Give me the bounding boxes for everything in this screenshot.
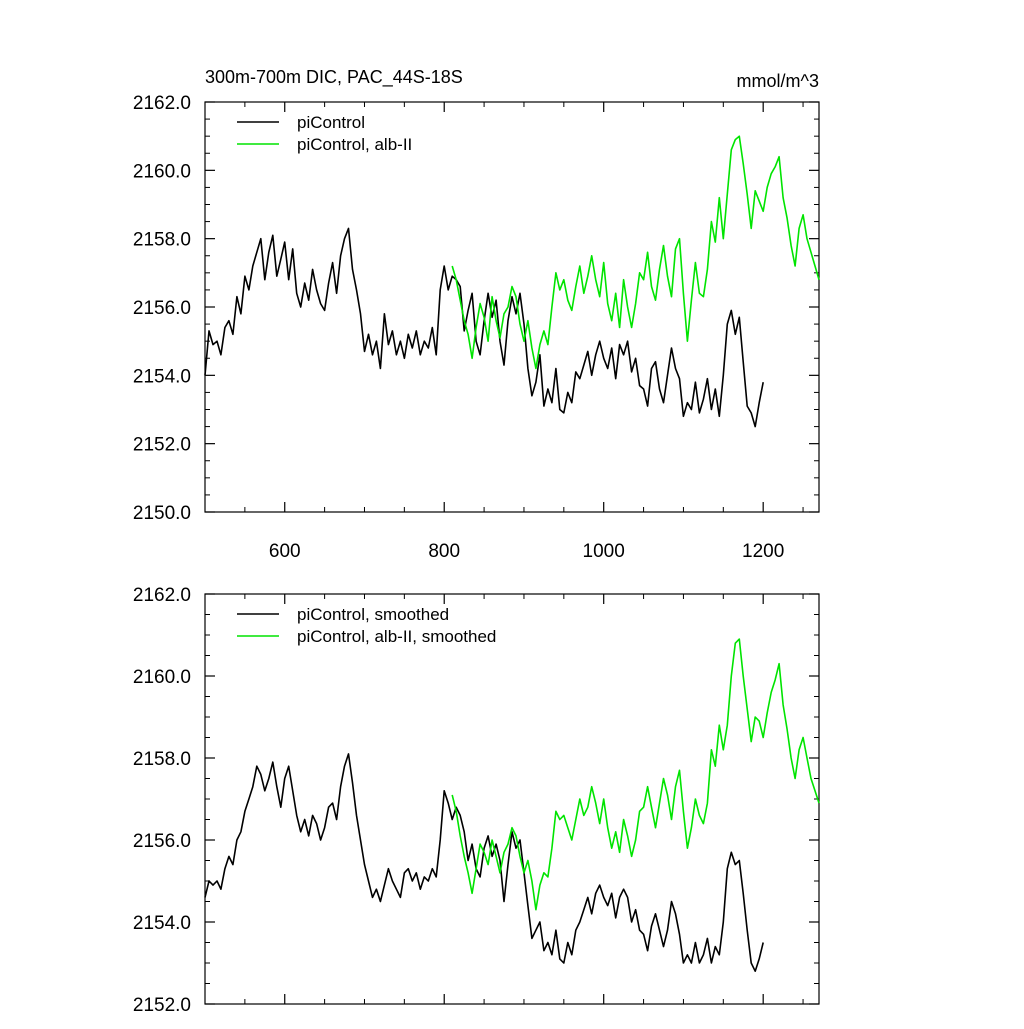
top-plot-frame [204, 101, 820, 513]
top-legend-label-2: piControl, alb-II [297, 135, 412, 154]
bottom-y-tick-label: 2160.0 [133, 667, 191, 688]
top-y-tick-label: 2156.0 [133, 298, 191, 319]
top-x-ticks: 600 800 1000 1200 [204, 102, 804, 562]
top-x-tick-label: 1200 [742, 541, 784, 562]
top-x-tick-label: 1000 [583, 541, 625, 562]
bottom-plot-frame [204, 593, 820, 1005]
bottom-legend: piControl, smoothed piControl, alb-II, sm… [237, 605, 496, 646]
top-series-line-2 [451, 135, 820, 370]
bottom-legend-label-2: piControl, alb-II, smoothed [297, 627, 496, 646]
top-y-tick-label: 2160.0 [133, 161, 191, 182]
top-y-tick-label: 2154.0 [133, 366, 191, 387]
bottom-panel: 2152.0 2154.0 2156.0 2158.0 2160.0 2162.0 piC… [133, 585, 820, 1016]
top-legend: piControl piControl, alb-II [237, 113, 412, 154]
bottom-x-ticks [204, 594, 804, 1004]
top-y-tick-label: 2150.0 [133, 503, 191, 524]
chart-title: 300m-700m DIC, PAC_44S-18S [205, 67, 463, 88]
bottom-y-tick-label: 2152.0 [133, 995, 191, 1016]
top-panel: 2150.0 2152.0 2154.0 2156.0 2158.0 2160.0 2162… [133, 67, 820, 562]
bottom-legend-label-1: piControl, smoothed [297, 605, 449, 624]
bottom-y-ticks: 2152.0 2154.0 2156.0 2158.0 2160.0 2162.0 [133, 585, 819, 1016]
bottom-y-tick-label: 2156.0 [133, 831, 191, 852]
bottom-series-line-2 [451, 638, 820, 911]
top-legend-label-1: piControl [297, 113, 365, 132]
top-x-tick-label: 600 [269, 541, 301, 562]
top-series-lines [204, 135, 820, 428]
top-y-tick-label: 2158.0 [133, 230, 191, 251]
bottom-y-tick-label: 2162.0 [133, 585, 191, 606]
bottom-y-tick-label: 2154.0 [133, 913, 191, 934]
top-x-tick-label: 800 [428, 541, 460, 562]
top-y-tick-label: 2152.0 [133, 435, 191, 456]
bottom-y-tick-label: 2158.0 [133, 749, 191, 770]
top-series-line-1 [204, 227, 764, 428]
bottom-series-lines [204, 638, 820, 973]
top-y-ticks: 2150.0 2152.0 2154.0 2156.0 2158.0 2160.0 2162… [133, 93, 819, 524]
units-label: mmol/m^3 [737, 71, 819, 91]
bottom-series-line-1 [204, 753, 764, 973]
top-y-tick-label: 2162.0 [133, 93, 191, 114]
